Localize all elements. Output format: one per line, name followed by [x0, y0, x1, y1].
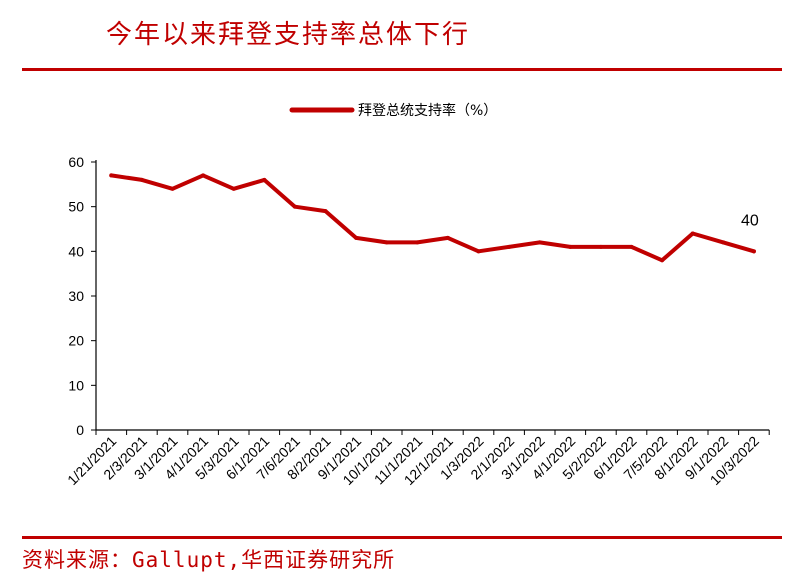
data-point	[537, 240, 542, 245]
series-line-approval-rating	[109, 173, 756, 263]
data-point	[384, 240, 389, 245]
data-point	[629, 244, 634, 249]
data-point	[507, 244, 512, 249]
data-point	[568, 244, 573, 249]
data-point	[598, 244, 603, 249]
data-point	[139, 177, 144, 182]
page-title: 今年以来拜登支持率总体下行	[106, 20, 471, 50]
data-point	[476, 249, 481, 254]
y-tick-label: 30	[68, 288, 84, 304]
chart-area: 0 10 20 30 40 50 60 1/21/2021 2/3/2021 3/1/2021 4/…	[22, 70, 782, 535]
footer-divider	[22, 536, 782, 539]
data-point	[690, 231, 695, 236]
data-point	[231, 186, 236, 191]
line-chart: 01020304050601/21/20212/3/20213/1/20214/…	[64, 102, 770, 488]
data-point	[751, 249, 756, 254]
data-label: 40	[741, 212, 759, 229]
data-point	[292, 204, 297, 209]
y-tick-label: 40	[68, 243, 84, 259]
data-point	[323, 209, 328, 214]
data-point	[445, 235, 450, 240]
y-tick-label: 50	[68, 199, 84, 215]
data-point	[354, 235, 359, 240]
legend-label: 拜登总统支持率（%）	[358, 102, 497, 119]
data-point	[201, 173, 206, 178]
data-point	[262, 177, 267, 182]
y-tick-label: 10	[68, 377, 84, 393]
data-point	[660, 258, 665, 263]
y-tick-label: 0	[76, 422, 84, 438]
title-divider	[22, 68, 782, 71]
data-point	[415, 240, 420, 245]
data-point	[170, 186, 175, 191]
data-point	[721, 240, 726, 245]
data-point	[109, 173, 114, 178]
y-tick-label: 20	[68, 333, 84, 349]
source-note: 资料来源：Gallupt,华西证券研究所	[22, 548, 396, 572]
y-tick-label: 60	[68, 154, 84, 170]
